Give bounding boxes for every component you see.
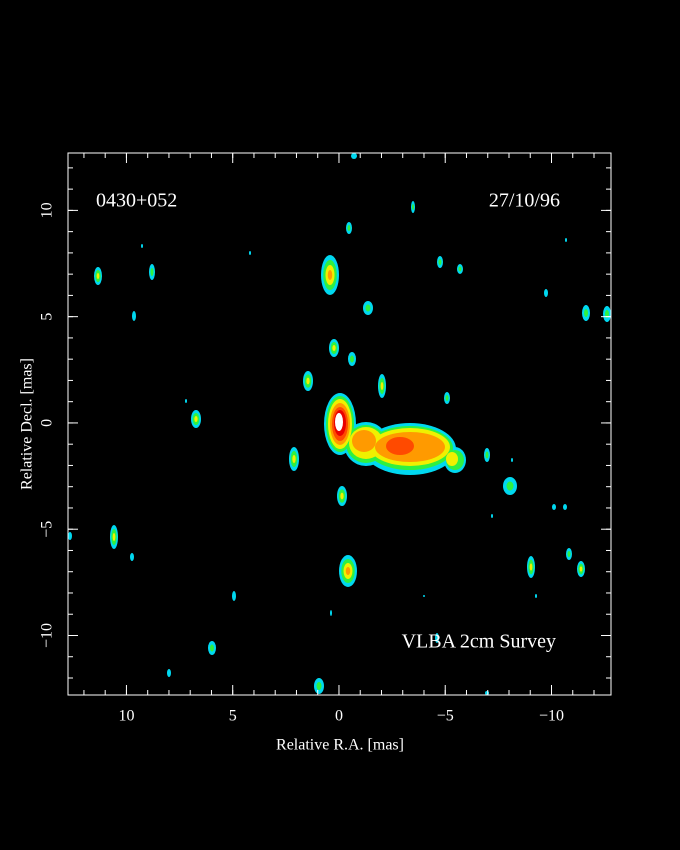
emission-blob (167, 669, 171, 677)
emission-blob (330, 610, 332, 616)
emission-blob (351, 153, 357, 159)
emission-blob (141, 244, 143, 248)
emission-blob (412, 204, 414, 210)
source-name: 0430+052 (96, 190, 177, 212)
emission-blob (96, 273, 100, 279)
y-tick-label: 0 (39, 419, 56, 427)
radio-map (68, 153, 611, 695)
emission-blob (350, 355, 354, 363)
emission-blob (316, 682, 322, 690)
x-tick-label: 0 (335, 708, 343, 725)
plot-frame (67, 152, 612, 696)
emission-blob (435, 633, 439, 643)
emission-blob (232, 591, 236, 601)
emission-blob (485, 691, 489, 695)
y-axis-label: Relative Decl. [mas] (19, 358, 36, 490)
x-axis-label: Relative R.A. [mas] (276, 737, 404, 754)
y-tick-label: −10 (39, 623, 56, 648)
y-tick-label: −5 (39, 521, 56, 538)
jet-emission (446, 452, 458, 466)
emission-blob (340, 492, 344, 500)
emission-blob (506, 481, 514, 491)
emission-blob (332, 345, 336, 351)
emission-blob (458, 266, 462, 272)
emission-blob (306, 377, 310, 385)
emission-blob (132, 311, 136, 321)
emission-blob (565, 238, 567, 242)
emission-blob (345, 567, 351, 575)
x-tick-label: −10 (539, 708, 564, 725)
emission-blob (150, 268, 154, 276)
y-tick-label: 5 (39, 313, 56, 321)
emission-blob (347, 225, 351, 231)
emission-blob (552, 504, 556, 510)
jet-emission (352, 430, 376, 452)
emission-blob (544, 289, 548, 297)
jet-emission (335, 413, 343, 431)
emission-blob (605, 310, 609, 318)
x-tick-label: 10 (118, 708, 134, 725)
emission-blob (380, 382, 384, 390)
emission-blob (563, 504, 567, 510)
y-tick-label: 10 (39, 202, 56, 218)
emission-blob (365, 304, 371, 312)
emission-blob (491, 514, 493, 518)
x-tick-label: 5 (229, 708, 237, 725)
jet-emission (386, 437, 414, 455)
emission-blob (584, 309, 588, 317)
emission-blob (567, 551, 571, 557)
emission-blob (194, 416, 198, 422)
emission-blob (112, 533, 116, 541)
axes: 10 5 0 −5 −10 −10 −5 0 5 10 (39, 153, 611, 725)
x-tick-label: −5 (437, 708, 454, 725)
emission-blob (327, 270, 333, 280)
emission-blob (438, 259, 442, 265)
emission-blob (68, 532, 72, 540)
emission-blob (529, 563, 533, 571)
survey-label: VLBA 2cm Survey (402, 631, 556, 653)
emission-blob (423, 595, 425, 597)
emission-blob (185, 399, 187, 403)
emission-blob (579, 566, 583, 572)
epoch-date: 27/10/96 (489, 190, 560, 212)
emission-blob (511, 458, 513, 462)
emission-blob (292, 455, 296, 463)
emission-blob (535, 594, 537, 598)
emission-blob (445, 395, 449, 401)
emission-blob (249, 251, 251, 255)
emission-blob (130, 553, 134, 561)
emission-blob (210, 644, 214, 652)
emission-blob (485, 451, 489, 459)
